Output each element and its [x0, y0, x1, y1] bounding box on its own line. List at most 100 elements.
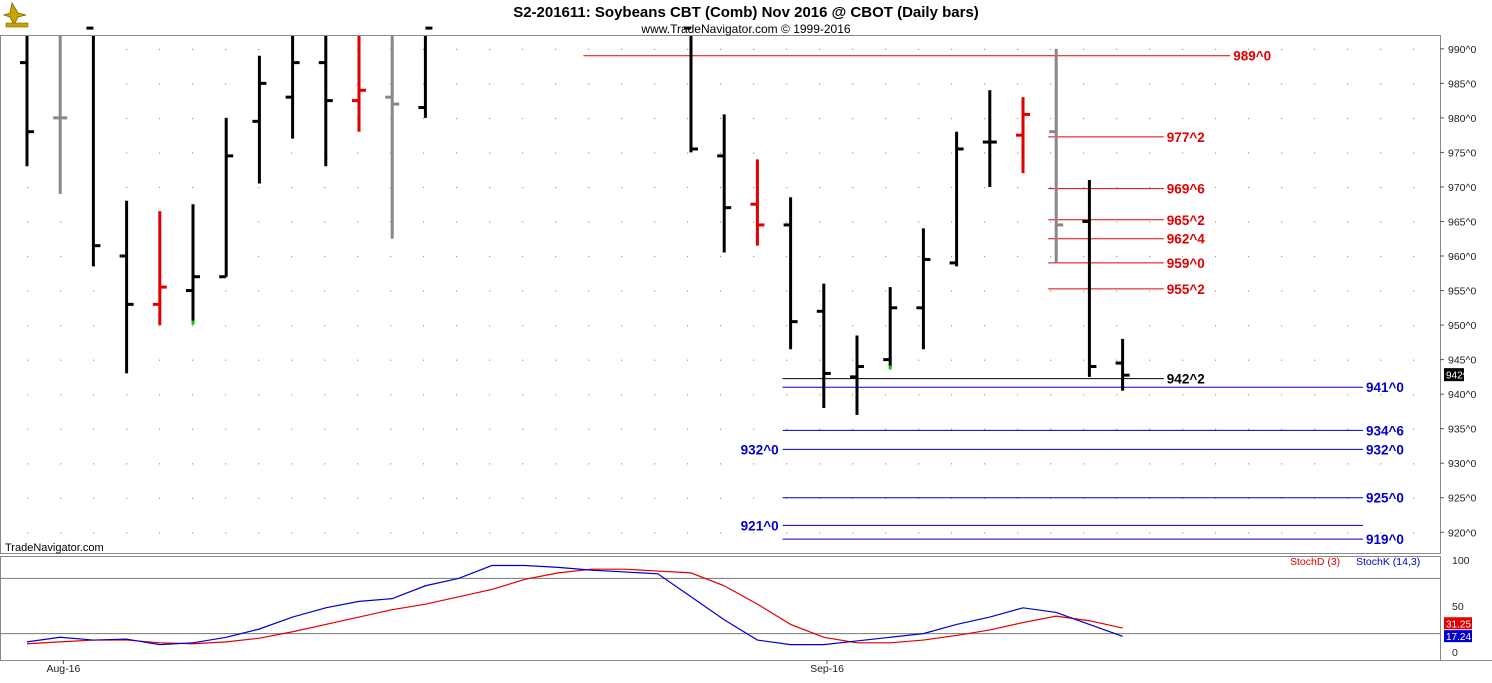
grid-dot	[1347, 256, 1349, 258]
grid-dot	[258, 394, 260, 396]
grid-dot	[456, 497, 458, 499]
stoch-y-tick-label: 50	[1452, 601, 1464, 613]
y-tick-label: 935^0	[1448, 424, 1476, 436]
grid-dot	[1182, 532, 1184, 534]
grid-dot	[984, 152, 986, 154]
grid-dot	[852, 221, 854, 223]
grid-dot	[357, 152, 359, 154]
grid-dot	[1050, 186, 1052, 189]
y-tick-label: 990^0	[1448, 44, 1476, 56]
logo-base-shape	[5, 22, 29, 28]
grid-dot	[1083, 394, 1085, 396]
grid-dot	[1215, 152, 1217, 154]
grid-dot	[489, 48, 491, 51]
grid-dot	[819, 532, 821, 534]
grid-dot	[984, 325, 986, 327]
grid-dot	[1347, 221, 1349, 223]
grid-dot	[1017, 290, 1019, 292]
grid-dot	[1380, 359, 1382, 361]
grid-dot	[786, 325, 788, 327]
grid-dot	[423, 83, 425, 85]
grid-dot	[1281, 48, 1283, 51]
grid-dot	[1083, 325, 1085, 327]
grid-dot	[1314, 532, 1316, 534]
grid-dot	[819, 497, 821, 499]
grid-dot	[687, 256, 689, 258]
grid-dot	[1083, 256, 1085, 258]
grid-dot	[621, 497, 623, 499]
grid-dot	[390, 394, 392, 396]
grid-dot	[1083, 497, 1085, 499]
grid-dot	[324, 394, 326, 396]
grid-dot	[951, 359, 953, 361]
grid-dot	[819, 48, 821, 51]
stoch-series-stochK	[26, 564, 1123, 646]
grid-dot	[489, 497, 491, 499]
grid-dot	[1380, 117, 1382, 120]
grid-dot	[357, 359, 359, 361]
grid-dot	[687, 325, 689, 327]
grid-dot	[1380, 428, 1382, 430]
grid-dot	[984, 221, 986, 223]
grid-dot	[27, 325, 29, 327]
grid-dot	[1215, 186, 1217, 189]
grid-dot	[621, 532, 623, 534]
grid-dot	[951, 152, 953, 154]
grid-dot	[885, 83, 887, 85]
grid-dot	[720, 428, 722, 430]
grid-dot	[1149, 497, 1151, 499]
grid-dot	[225, 290, 227, 292]
grid-dot	[621, 463, 623, 465]
grid-dot	[588, 290, 590, 292]
grid-dot	[291, 428, 293, 430]
grid-dot	[1050, 532, 1052, 534]
grid-dot	[357, 186, 359, 189]
grid-dot	[885, 428, 887, 430]
grid-dot	[918, 325, 920, 327]
grid-dot	[1281, 394, 1283, 396]
grid-dot	[390, 497, 392, 499]
grid-dot	[786, 463, 788, 465]
grid-dot	[258, 359, 260, 361]
grid-dot	[885, 256, 887, 258]
price-level-label-left: 932^0	[741, 442, 779, 457]
grid-dot	[819, 463, 821, 465]
grid-dot	[159, 186, 161, 189]
grid-dot	[918, 359, 920, 361]
grid-dot	[390, 152, 392, 154]
grid-dot	[687, 152, 689, 154]
grid-dot	[984, 394, 986, 396]
grid-dot	[225, 83, 227, 85]
grid-dot	[984, 48, 986, 51]
grid-dot	[159, 428, 161, 430]
grid-dot	[885, 497, 887, 499]
grid-dot	[753, 394, 755, 396]
grid-dot	[555, 532, 557, 534]
grid-dot	[852, 359, 854, 361]
grid-dot	[819, 359, 821, 361]
grid-dot	[720, 186, 722, 189]
grid-dot	[423, 497, 425, 499]
grid-dot	[1248, 325, 1250, 327]
grid-dot	[753, 186, 755, 189]
grid-dot	[390, 186, 392, 189]
grid-dot	[786, 48, 788, 51]
grid-dot	[885, 463, 887, 465]
grid-dot	[786, 221, 788, 223]
grid-dot	[225, 394, 227, 396]
grid-dot	[786, 152, 788, 154]
grid-dot	[1314, 428, 1316, 430]
grid-dot	[192, 359, 194, 361]
grid-dot	[1413, 463, 1415, 465]
grid-dot	[951, 221, 953, 223]
grid-dot	[1314, 394, 1316, 396]
grid-dot	[951, 394, 953, 396]
grid-dot	[1380, 256, 1382, 258]
grid-dot	[324, 359, 326, 361]
grid-dot	[225, 359, 227, 361]
grid-dot	[885, 152, 887, 154]
grid-dot	[753, 532, 755, 534]
grid-dot	[852, 290, 854, 292]
grid-dot	[786, 394, 788, 396]
grid-dot	[1182, 497, 1184, 499]
